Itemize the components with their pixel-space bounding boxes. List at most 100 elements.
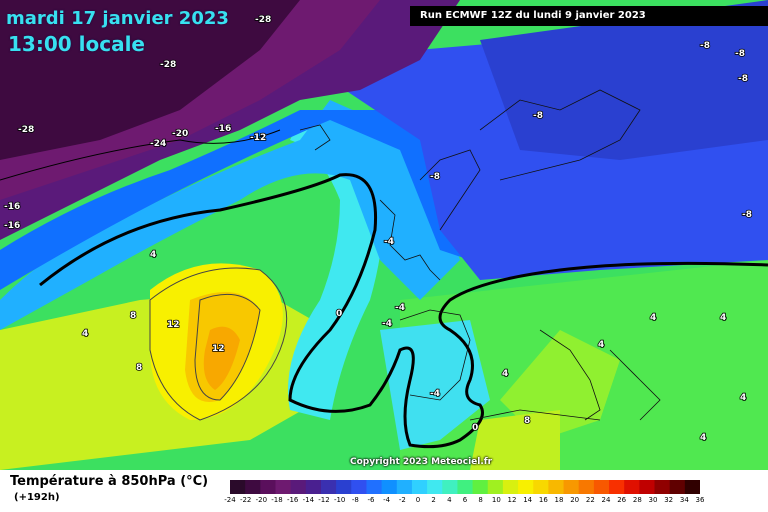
map-temperature-label: -4 [384,237,394,247]
map-temperature-label: -8 [742,210,752,220]
color-scale-swatch [245,480,261,494]
map-temperature-label: -4 [430,389,440,399]
color-scale-swatch [654,480,671,494]
map-temperature-label: -4 [382,319,392,329]
map-temperature-label: 0 [472,423,478,433]
map-temperature-label: 4 [82,329,88,339]
color-scale-tick: -2 [398,496,406,504]
color-scale-swatch [669,480,686,494]
color-scale-tick: -4 [383,496,391,504]
temperature-map: -28 -28 -28 -24 -20 -16 -12 -16 -16 -8 -8 -8 -8 -8 -8 -… [0,0,768,470]
color-scale-swatch [563,480,580,494]
color-scale-swatch [442,480,458,494]
color-scale-tick: 28 [632,496,642,504]
map-temperature-label: 12 [212,344,225,354]
iberia-cold [380,320,490,450]
color-scale-tick: -6 [367,496,375,504]
map-temperature-label: 8 [130,311,136,321]
color-scale-swatch [578,480,595,494]
color-scale-tick: 0 [415,496,421,504]
color-scale-tick: -10 [333,496,346,504]
zero-degree-isotherm [39,173,768,449]
color-scale-tick: -22 [239,496,252,504]
color-scale-swatch [518,480,534,494]
color-scale-tick: -20 [255,496,268,504]
map-temperature-label: -28 [255,15,271,25]
map-temperature-label: -12 [250,133,266,143]
variable-title: Température à 850hPa (°C) [10,474,209,489]
map-temperature-label: 8 [524,416,530,426]
color-scale-swatch [366,480,383,494]
map-temperature-label: -8 [430,172,440,182]
color-scale-tick: 26 [617,496,627,504]
temperature-labels: -28 -28 -28 -24 -20 -16 -12 -16 -16 -8 -8 -8 -8 -8 -8 -… [3,14,753,444]
map-temperature-label: 4 [150,250,156,260]
color-scale-tick: 36 [695,496,705,504]
map-temperature-label: -28 [160,60,176,70]
color-scale-swatch [275,480,292,494]
color-scale-tick: 22 [585,496,595,504]
color-scale-tick: -14 [302,496,315,504]
color-scale-swatch [290,480,307,494]
color-scale-tick: 34 [679,496,689,504]
map-temperature-label: -16 [4,202,20,212]
map-temperature-label: -4 [395,303,405,313]
color-scale-swatch [487,480,504,494]
isotherm-8 [149,267,288,421]
color-scale-tick: 2 [431,496,436,504]
color-scale-tick: -16 [286,496,299,504]
italy-zone [500,330,620,440]
color-scale-swatch [381,480,398,494]
map-temperature-label: -16 [215,124,231,134]
color-scale-swatch [502,480,519,494]
color-scale-swatch [230,480,246,494]
map-temperature-label: 8 [136,363,142,373]
map-temperature-label: 4 [598,340,604,350]
isotherm-12 [194,293,261,401]
coastlines [299,89,661,421]
color-scale-tick: 24 [601,496,611,504]
color-scale-swatch [396,480,413,494]
cool-band [0,100,460,330]
footer-legend: Température à 850hPa (°C) (+192h) -24 -22… [0,470,768,512]
color-scale-tick: 6 [462,496,468,504]
color-scale-swatch [351,480,367,494]
color-scale-tick: 32 [664,496,674,504]
map-temperature-label: -8 [738,74,748,84]
color-scale-swatch [411,480,428,494]
scandinavia-cold [480,0,768,160]
color-scale-tick: 18 [554,496,564,504]
color-scale-tick: 30 [648,496,658,504]
map-temperature-label: 0 [336,309,342,319]
color-scale-tick: -12 [318,496,330,504]
color-scale-tick: 10 [491,496,501,504]
color-scale-swatch [305,480,322,494]
color-scale-tick: 14 [523,496,533,504]
color-scale-swatch [427,480,443,494]
warm-max [203,326,240,390]
color-scale-swatch [336,480,352,494]
color-scale-tick: 20 [570,496,580,504]
color-scale-tick: 16 [538,496,548,504]
color-scale-swatch [609,480,625,494]
map-temperature-label: -20 [172,129,188,139]
color-scale-swatch [457,480,474,494]
color-scale-swatch [684,480,700,494]
color-scale-tick: -24 [224,496,236,504]
forecast-date: mardi 17 janvier 2023 [6,8,229,29]
color-scale-swatch [593,480,610,494]
map-temperature-label: 4 [740,393,746,403]
run-banner: Run ECMWF 12Z du lundi 9 janvier 2023 [410,6,768,26]
map-temperature-label: 4 [720,313,726,323]
arctic-coldest [0,0,300,160]
africa-zone [470,410,560,470]
color-scale-swatch [548,480,565,494]
forecast-time: 13:00 locale [8,32,145,56]
isotherm-minus-20 [0,129,281,181]
map-canvas: -28 -28 -28 -24 -20 -16 -12 -16 -16 -8 -8 -8 -8 -8 -8 -… [0,0,768,470]
color-scale-swatch [639,480,656,494]
map-temperature-label: -28 [18,125,34,135]
map-temperature-label: -8 [700,41,710,51]
color-scale-swatch [624,480,640,494]
